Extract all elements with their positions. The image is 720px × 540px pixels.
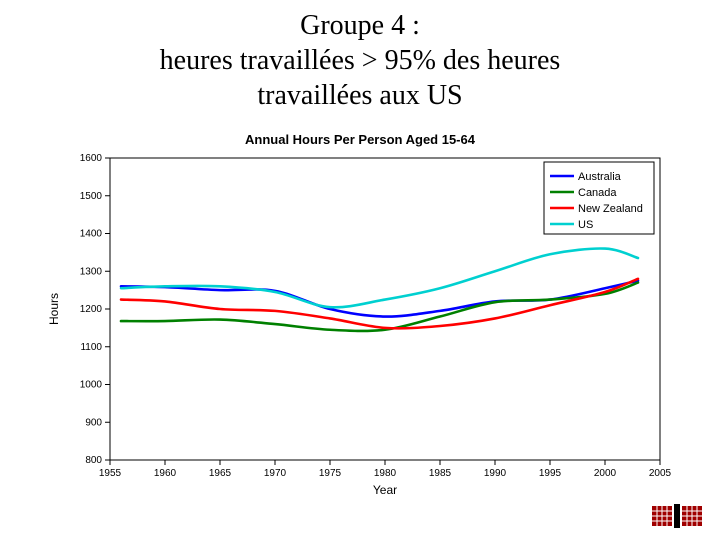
svg-text:1400: 1400 (80, 229, 103, 240)
svg-text:1995: 1995 (539, 468, 562, 479)
svg-text:1500: 1500 (80, 191, 103, 202)
title-line-3: travaillées aux US (0, 78, 720, 113)
svg-text:1300: 1300 (80, 266, 103, 277)
svg-text:1970: 1970 (264, 468, 287, 479)
title-line-1: Groupe 4 : (0, 8, 720, 43)
svg-text:1965: 1965 (209, 468, 232, 479)
legend-label-canada: Canada (578, 187, 617, 199)
svg-text:1985: 1985 (429, 468, 452, 479)
svg-text:1955: 1955 (99, 468, 122, 479)
legend-label-us: US (578, 219, 593, 231)
title-line-2: heures travaillées > 95% des heures (0, 43, 720, 78)
slide: Groupe 4 : heures travaillées > 95% des … (0, 0, 720, 540)
legend-label-new-zealand: New Zealand (578, 203, 643, 215)
chart-container: Annual Hours Per Person Aged 15-64 800 900… (40, 130, 680, 500)
legend-label-australia: Australia (578, 171, 622, 183)
svg-text:1980: 1980 (374, 468, 397, 479)
svg-text:2000: 2000 (594, 468, 617, 479)
svg-text:1200: 1200 (80, 304, 103, 315)
line-chart: Annual Hours Per Person Aged 15-64 800 900… (40, 130, 680, 500)
logo-icon (652, 502, 702, 530)
svg-text:1960: 1960 (154, 468, 177, 479)
svg-text:1000: 1000 (80, 380, 103, 391)
svg-text:1100: 1100 (80, 342, 102, 353)
svg-text:900: 900 (85, 417, 102, 428)
svg-text:1975: 1975 (319, 468, 342, 479)
svg-text:1600: 1600 (80, 153, 103, 164)
svg-text:1990: 1990 (484, 468, 507, 479)
svg-text:800: 800 (85, 455, 102, 466)
slide-title: Groupe 4 : heures travaillées > 95% des … (0, 0, 720, 113)
chart-title: Annual Hours Per Person Aged 15-64 (245, 132, 476, 147)
svg-text:2005: 2005 (649, 468, 672, 479)
footer-logo (652, 502, 702, 530)
x-axis-label: Year (373, 483, 397, 497)
y-axis-label: Hours (47, 293, 61, 325)
